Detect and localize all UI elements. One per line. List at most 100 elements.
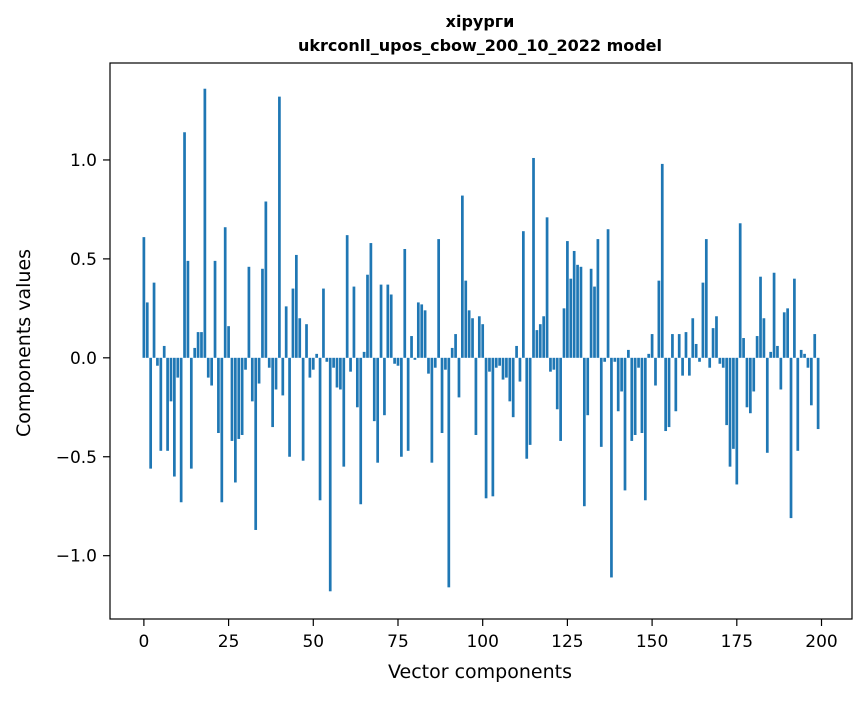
x-tick-label: 50 [302, 632, 324, 652]
bar-48 [305, 324, 308, 358]
y-tick-label: 1.0 [70, 151, 97, 171]
bar-115 [532, 157, 535, 358]
bar-101 [484, 357, 488, 499]
y-tick-label: 0.5 [70, 250, 97, 270]
bar-181 [755, 336, 759, 358]
bar-0 [142, 237, 146, 358]
bar-66 [366, 274, 369, 358]
bar-110 [515, 345, 518, 358]
bar-196 [806, 357, 810, 368]
bar-133 [593, 286, 596, 358]
bar-169 [715, 316, 718, 358]
bar-80 [413, 357, 417, 360]
bar-22 [217, 357, 220, 434]
bar-183 [762, 318, 766, 358]
bar-116 [535, 330, 539, 358]
bar-195 [803, 353, 806, 358]
bar-186 [772, 272, 776, 358]
bar-26 [230, 357, 234, 441]
bar-93 [457, 357, 461, 398]
bar-15 [193, 347, 197, 358]
bar-173 [728, 357, 732, 467]
bar-10 [176, 357, 180, 378]
bar-42 [284, 306, 288, 358]
bar-53 [322, 288, 325, 358]
bar-77 [403, 248, 407, 358]
y-tick-label: −0.5 [56, 448, 97, 468]
bar-33 [254, 357, 258, 530]
bar-137 [606, 229, 610, 358]
bar-134 [596, 239, 600, 358]
bar-25 [227, 326, 230, 358]
bar-18 [203, 88, 207, 358]
bar-187 [776, 345, 779, 358]
bar-180 [752, 357, 756, 392]
bar-14 [189, 357, 193, 469]
bar-152 [657, 280, 661, 358]
bar-76 [400, 357, 403, 457]
bar-61 [349, 357, 352, 372]
bar-114 [528, 357, 532, 445]
bar-149 [647, 353, 651, 358]
bar-158 [677, 334, 681, 358]
bar-82 [420, 304, 424, 358]
bar-129 [579, 266, 583, 358]
bar-120 [549, 357, 552, 372]
bar-31 [247, 266, 251, 358]
bar-127 [572, 250, 576, 358]
bar-56 [332, 357, 335, 368]
bar-16 [196, 332, 200, 358]
bar-29 [240, 357, 244, 435]
bar-62 [352, 286, 356, 358]
bar-131 [586, 357, 590, 416]
bar-157 [674, 357, 678, 412]
bar-34 [257, 357, 261, 384]
bar-130 [582, 357, 586, 507]
bar-154 [664, 357, 668, 432]
bar-171 [721, 357, 725, 368]
bar-124 [562, 308, 566, 358]
bar-67 [369, 243, 373, 358]
bar-164 [698, 357, 701, 362]
bar-189 [782, 312, 786, 358]
bar-117 [538, 324, 542, 358]
bar-192 [793, 278, 796, 358]
bar-142 [623, 357, 627, 491]
bar-94 [461, 195, 464, 358]
bar-24 [223, 227, 227, 358]
bar-193 [796, 357, 800, 451]
bar-63 [355, 357, 359, 408]
bar-147 [640, 357, 644, 434]
bar-155 [667, 357, 671, 428]
x-tick-label: 25 [218, 632, 240, 652]
bar-51 [315, 353, 319, 358]
bar-156 [671, 334, 674, 358]
y-axis-ticks: −1.0 −0.5 0.0 0.5 1.0 [56, 151, 110, 567]
bar-84 [427, 357, 430, 374]
bar-105 [498, 357, 501, 366]
bar-145 [633, 357, 637, 435]
bar-58 [339, 357, 342, 390]
bar-139 [613, 357, 617, 362]
bar-111 [518, 357, 522, 382]
bar-71 [383, 357, 386, 416]
bar-19 [206, 357, 210, 378]
bar-91 [450, 347, 454, 358]
bar-21 [213, 260, 217, 358]
bar-54 [325, 357, 329, 362]
bar-138 [610, 357, 613, 578]
bar-184 [765, 357, 769, 453]
bar-59 [342, 357, 346, 467]
y-axis-label: Components values [13, 249, 35, 437]
bar-30 [244, 357, 247, 370]
bar-27 [234, 357, 237, 483]
bar-57 [335, 357, 339, 388]
bar-167 [708, 357, 712, 368]
bar-46 [298, 318, 302, 358]
bar-79 [410, 336, 413, 358]
bar-165 [701, 282, 705, 358]
bar-179 [749, 357, 752, 414]
x-tick-label: 75 [387, 632, 409, 652]
y-tick-label: −1.0 [56, 547, 97, 567]
